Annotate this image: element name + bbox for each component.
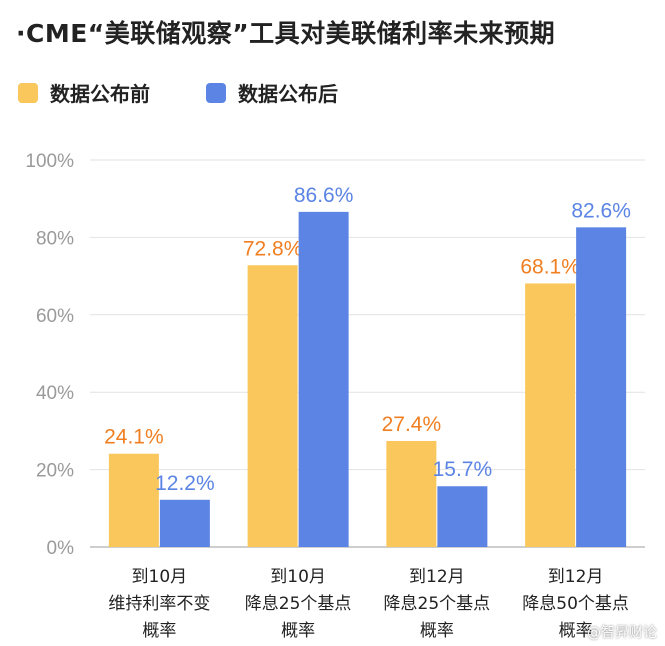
bar-before xyxy=(525,283,576,547)
y-tick-label: 60% xyxy=(36,306,74,327)
y-tick-label: 20% xyxy=(36,461,74,482)
legend-swatch-after xyxy=(206,82,226,103)
y-tick-label: 0% xyxy=(47,538,75,559)
x-tick-label: 概率 xyxy=(559,621,593,641)
x-tick-label: 概率 xyxy=(420,621,454,641)
x-tick-label: 降息25个基点 xyxy=(384,594,491,614)
x-tick-label: 概率 xyxy=(142,621,176,641)
data-label: 27.4% xyxy=(382,413,442,436)
data-label: 12.2% xyxy=(155,472,215,495)
legend-swatch-before xyxy=(18,82,38,103)
x-tick-label: 降息25个基点 xyxy=(245,594,352,614)
legend-item-before: 数据公布前 xyxy=(18,78,150,107)
x-tick-label: 维持利率不变 xyxy=(108,594,210,614)
chart-title: ·CME“美联储观察”工具对美联储利率未来预期 xyxy=(16,19,556,48)
x-tick-label: 到10月 xyxy=(132,567,188,587)
x-tick-label: 到12月 xyxy=(409,567,465,587)
y-tick-label: 100% xyxy=(25,151,74,172)
data-label: 68.1% xyxy=(520,255,580,278)
bar-after xyxy=(159,499,210,547)
x-tick-label: 到12月 xyxy=(548,567,604,587)
y-tick-label: 80% xyxy=(36,228,74,249)
x-tick-label: 概率 xyxy=(281,621,315,641)
legend-label-before: 数据公布前 xyxy=(50,82,150,106)
data-label: 82.6% xyxy=(571,199,631,222)
bar-after xyxy=(437,486,488,547)
bar-before xyxy=(247,265,298,547)
bar-after xyxy=(298,211,349,547)
data-label: 72.8% xyxy=(243,237,303,260)
bar-before xyxy=(386,440,437,547)
x-tick-label: 降息50个基点 xyxy=(522,594,629,614)
legend: 数据公布前 数据公布后 xyxy=(18,78,394,107)
watermark-text: @智昇财论 xyxy=(587,625,657,641)
x-tick-label: 到10月 xyxy=(270,567,326,587)
data-label: 15.7% xyxy=(433,458,493,481)
y-tick-label: 40% xyxy=(36,383,74,404)
bar-after xyxy=(576,227,627,547)
legend-item-after: 数据公布后 xyxy=(206,78,338,107)
data-label: 24.1% xyxy=(104,426,164,449)
bar-before xyxy=(108,453,159,547)
data-label: 86.6% xyxy=(294,184,354,207)
legend-label-after: 数据公布后 xyxy=(238,82,338,106)
